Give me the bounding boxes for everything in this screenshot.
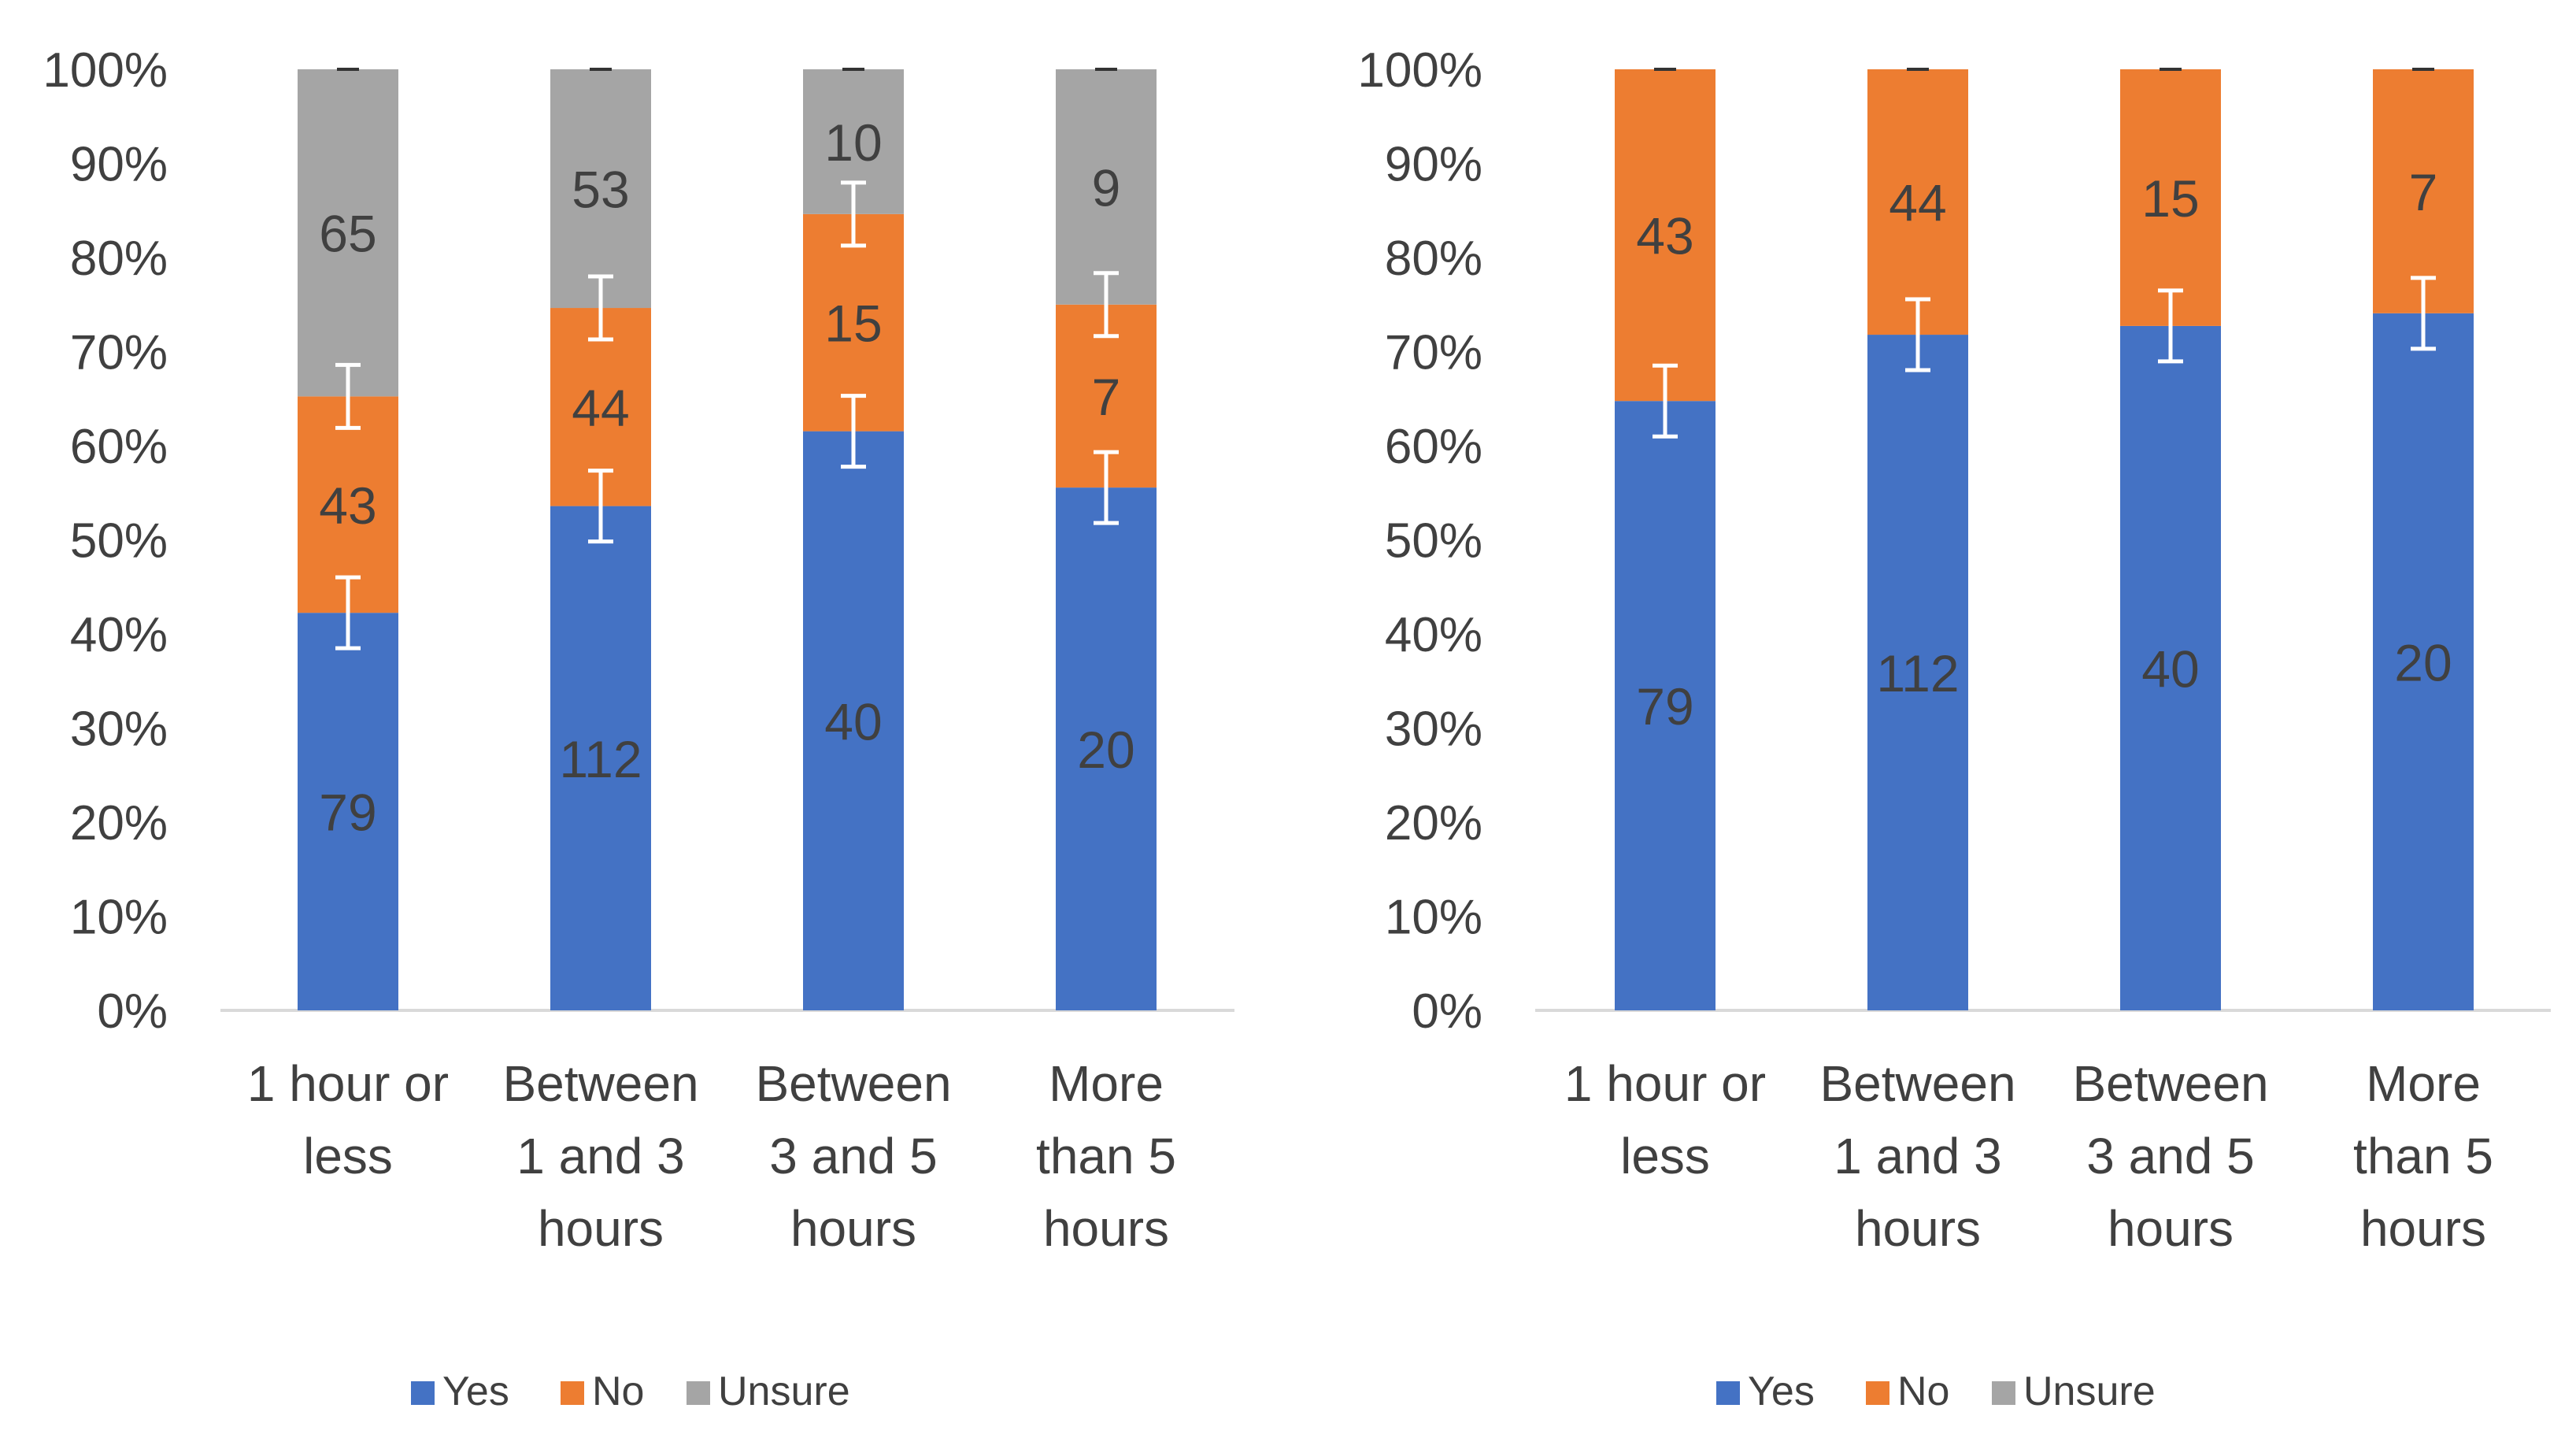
data-label-no: 43 [319,476,376,535]
y-tick-label: 10% [70,891,168,945]
x-category-label: More [2366,1055,2481,1112]
y-tick-label: 30% [1385,702,1482,757]
data-label-yes: 40 [824,692,882,750]
x-category-label: hours [790,1200,916,1257]
bar-segment-yes [1056,487,1157,1010]
data-label-no: 44 [1889,174,1946,232]
legend-label-no: No [592,1369,644,1414]
data-label-unsure: 65 [319,205,376,263]
bar-segment-no [1615,69,1715,402]
x-category-label: 1 hour or [247,1055,449,1112]
y-tick-label: 90% [70,138,168,192]
legend-label-unsure: Unsure [2023,1369,2156,1414]
data-label-no: 15 [824,295,882,353]
bar-segment-yes [2373,313,2474,1010]
data-label-no: 44 [572,379,629,437]
y-tick-label: 70% [1385,326,1482,380]
bar-segment-yes [298,613,398,1010]
data-label-yes: 112 [1876,644,1959,702]
legend-swatch-no [561,1381,584,1405]
bar-segment-yes [2120,325,2221,1011]
data-label-yes: 112 [559,730,642,788]
data-label-no: 7 [1092,368,1121,426]
y-tick-label: 90% [1385,138,1482,192]
data-label-unsure: 10 [824,113,882,172]
y-tick-label: 60% [1385,420,1482,474]
x-category-label: 1 and 3 [516,1128,685,1184]
x-category-label: More [1049,1055,1164,1112]
bar-segment-unsure [298,69,398,397]
y-tick-label: 40% [70,608,168,662]
legend-swatch-yes [1716,1381,1740,1405]
data-label-yes: 20 [2394,633,2452,691]
bar-segment-yes [803,431,904,1010]
y-tick-label: 40% [1385,608,1482,662]
y-tick-label: 20% [70,796,168,850]
x-category-label: hours [538,1200,664,1257]
x-category-label: Between [502,1055,698,1112]
x-category-label: less [1620,1128,1710,1184]
data-label-no: 43 [1636,207,1693,265]
bar-segment-yes [550,506,651,1010]
y-tick-label: 50% [70,514,168,569]
x-category-label: 3 and 5 [769,1128,938,1184]
x-category-label: Between [1819,1055,2015,1112]
x-category-label: hours [1855,1200,1981,1257]
x-category-label: 1 hour or [1564,1055,1766,1112]
y-tick-label: 20% [1385,796,1482,850]
data-label-unsure: 9 [1092,158,1121,217]
x-category-label: than 5 [1036,1128,1176,1184]
data-label-no: 7 [2409,163,2438,221]
x-category-label: than 5 [2353,1128,2493,1184]
y-tick-label: 100% [43,43,168,98]
y-tick-label: 0% [97,984,168,1039]
x-category-label: less [303,1128,393,1184]
legend-swatch-no [1866,1381,1889,1405]
bar-segment-yes [1615,401,1715,1010]
x-category-label: 3 and 5 [2086,1128,2255,1184]
legend-label-yes: Yes [442,1369,509,1414]
legend-label-unsure: Unsure [718,1369,850,1414]
data-label-yes: 20 [1077,721,1134,779]
x-category-label: hours [2360,1200,2486,1257]
y-tick-label: 60% [70,420,168,474]
data-label-no: 15 [2141,169,2199,228]
data-label-yes: 79 [319,784,376,842]
bar-segment-unsure [1056,69,1157,305]
bar-segment-yes [1867,335,1968,1010]
x-category-label: hours [1043,1200,1169,1257]
x-category-label: hours [2108,1200,2234,1257]
chart-left: 0%10%20%30%40%50%60%70%80%90%100%7943651… [43,43,1234,1414]
x-category-label: 1 and 3 [1834,1128,2002,1184]
legend-swatch-unsure [1992,1381,2015,1405]
x-category-label: Between [755,1055,951,1112]
chart-right: 0% 10% 20% 30% 40% 50% 60% 70% 80% 90% 100% 79 43 1 h… [1357,43,2551,1414]
legend-swatch-unsure [687,1381,710,1405]
y-tick-label: 80% [70,232,168,286]
bar-segment-unsure [550,69,651,309]
bar-segment-no [2373,69,2474,313]
legend-label-yes: Yes [1748,1369,1815,1414]
y-tick-label: 10% [1385,891,1482,945]
bar-segment-no [2120,69,2221,326]
data-label-unsure: 53 [572,161,629,219]
y-tick-label: 0% [1412,984,1482,1039]
data-label-yes: 79 [1636,677,1693,736]
x-category-label: Between [2072,1055,2268,1112]
data-label-yes: 40 [2141,639,2199,698]
legend-label-no: No [1897,1369,1949,1414]
y-tick-label: 100% [1357,43,1482,98]
y-tick-label: 50% [1385,514,1482,569]
legend-swatch-yes [411,1381,435,1405]
y-tick-label: 70% [70,326,168,380]
bar-segment-no [1867,69,1968,335]
y-tick-label: 80% [1385,232,1482,286]
y-tick-label: 30% [70,702,168,757]
